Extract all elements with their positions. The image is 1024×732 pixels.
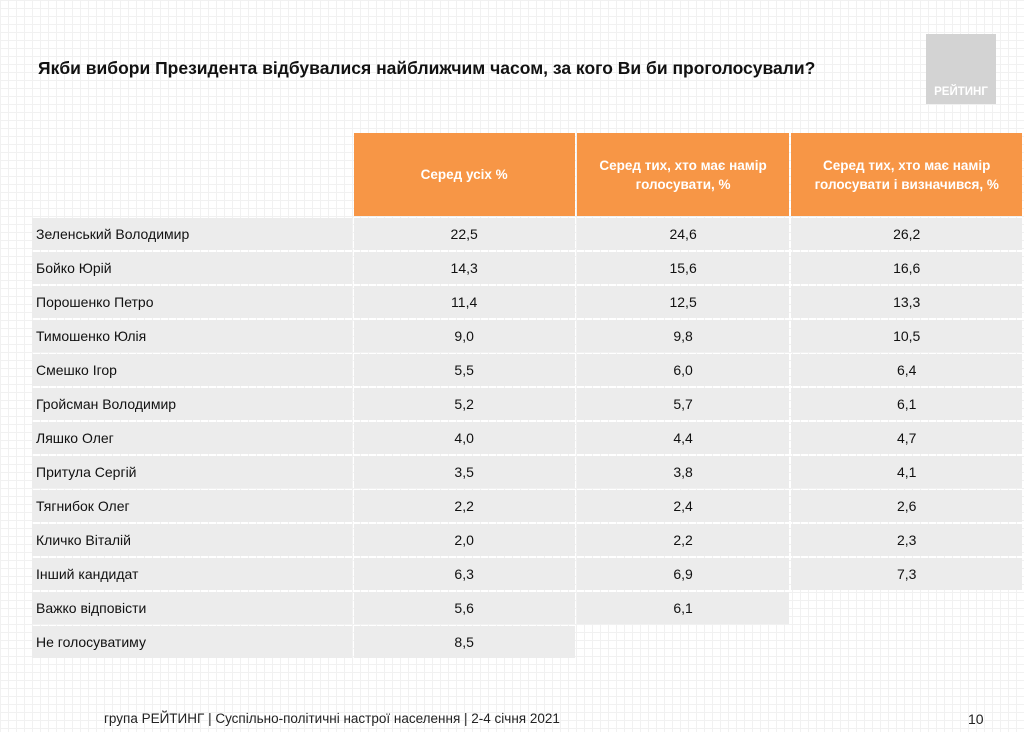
column-header: Серед усіх % [353, 133, 575, 216]
value-cell: 3,5 [353, 456, 575, 488]
row-label: Тягнибок Олег [32, 490, 352, 522]
row-label: Притула Сергій [32, 456, 352, 488]
value-cell: 15,6 [576, 252, 790, 284]
value-cell: 5,2 [353, 388, 575, 420]
row-label: Смешко Ігор [32, 354, 352, 386]
table-row: Тягнибок Олег 2,2 2,4 2,6 [32, 490, 1022, 522]
table-row: Інший кандидат 6,3 6,9 7,3 [32, 558, 1022, 590]
value-cell: 6,3 [353, 558, 575, 590]
column-header: Серед тих, хто має намір голосувати, % [576, 133, 790, 216]
column-header: Серед тих, хто має намір голосувати і ви… [791, 133, 1022, 216]
row-label: Ляшко Олег [32, 422, 352, 454]
logo-text: РЕЙТИНГ [934, 86, 988, 98]
row-label: Не голосуватиму [32, 626, 352, 658]
value-cell: 6,4 [791, 354, 1022, 386]
value-cell: 6,9 [576, 558, 790, 590]
value-cell: 4,1 [791, 456, 1022, 488]
value-cell: 6,1 [791, 388, 1022, 420]
value-cell: 4,7 [791, 422, 1022, 454]
value-cell: 4,0 [353, 422, 575, 454]
value-cell: 26,2 [791, 218, 1022, 250]
value-cell: 13,3 [791, 286, 1022, 318]
empty-cell [791, 592, 1022, 624]
value-cell: 2,3 [791, 524, 1022, 556]
table-row: Гройсман Володимир 5,2 5,7 6,1 [32, 388, 1022, 420]
table-row: Тимошенко Юлія 9,0 9,8 10,5 [32, 320, 1022, 352]
value-cell: 9,0 [353, 320, 575, 352]
table-row: Важко відповісти 5,6 6,1 [32, 592, 1022, 624]
row-label: Важко відповісти [32, 592, 352, 624]
table-row: Кличко Віталій 2,0 2,2 2,3 [32, 524, 1022, 556]
table-row: Зеленський Володимир 22,5 24,6 26,2 [32, 218, 1022, 250]
row-label: Гройсман Володимир [32, 388, 352, 420]
value-cell: 14,3 [353, 252, 575, 284]
row-label: Бойко Юрій [32, 252, 352, 284]
value-cell: 2,0 [353, 524, 575, 556]
value-cell: 11,4 [353, 286, 575, 318]
value-cell: 24,6 [576, 218, 790, 250]
value-cell: 2,4 [576, 490, 790, 522]
footer-text: група РЕЙТИНГ | Суспільно-політичні наст… [104, 711, 560, 726]
value-cell: 16,6 [791, 252, 1022, 284]
rating-logo: РЕЙТИНГ [926, 34, 996, 104]
empty-cell [791, 626, 1022, 658]
value-cell: 4,4 [576, 422, 790, 454]
table-row: Притула Сергій 3,5 3,8 4,1 [32, 456, 1022, 488]
table-row: Ляшко Олег 4,0 4,4 4,7 [32, 422, 1022, 454]
value-cell: 22,5 [353, 218, 575, 250]
row-label: Порошенко Петро [32, 286, 352, 318]
value-cell: 5,5 [353, 354, 575, 386]
value-cell: 5,7 [576, 388, 790, 420]
table-row: Бойко Юрій 14,3 15,6 16,6 [32, 252, 1022, 284]
empty-cell [577, 626, 790, 658]
value-cell: 2,2 [576, 524, 790, 556]
page-title: Якби вибори Президента відбувалися найбл… [38, 58, 816, 78]
row-label: Тимошенко Юлія [32, 320, 352, 352]
value-cell: 3,8 [576, 456, 790, 488]
value-cell: 12,5 [576, 286, 790, 318]
table-row: Не голосуватиму 8,5 [32, 626, 1022, 658]
row-label: Кличко Віталій [32, 524, 352, 556]
table-row: Порошенко Петро 11,4 12,5 13,3 [32, 286, 1022, 318]
value-cell: 7,3 [791, 558, 1022, 590]
row-label: Інший кандидат [32, 558, 352, 590]
table-header-row: Серед усіх % Серед тих, хто має намір го… [32, 133, 1022, 216]
value-cell: 6,1 [576, 592, 790, 624]
value-cell: 2,2 [353, 490, 575, 522]
value-cell: 10,5 [791, 320, 1022, 352]
results-table: Серед усіх % Серед тих, хто має намір го… [30, 131, 1024, 660]
header-blank [32, 133, 352, 216]
value-cell: 5,6 [353, 592, 575, 624]
page-number: 10 [968, 711, 984, 727]
value-cell: 2,6 [791, 490, 1022, 522]
value-cell: 9,8 [576, 320, 790, 352]
table-row: Смешко Ігор 5,5 6,0 6,4 [32, 354, 1022, 386]
value-cell: 8,5 [353, 626, 575, 658]
row-label: Зеленський Володимир [32, 218, 352, 250]
value-cell: 6,0 [576, 354, 790, 386]
